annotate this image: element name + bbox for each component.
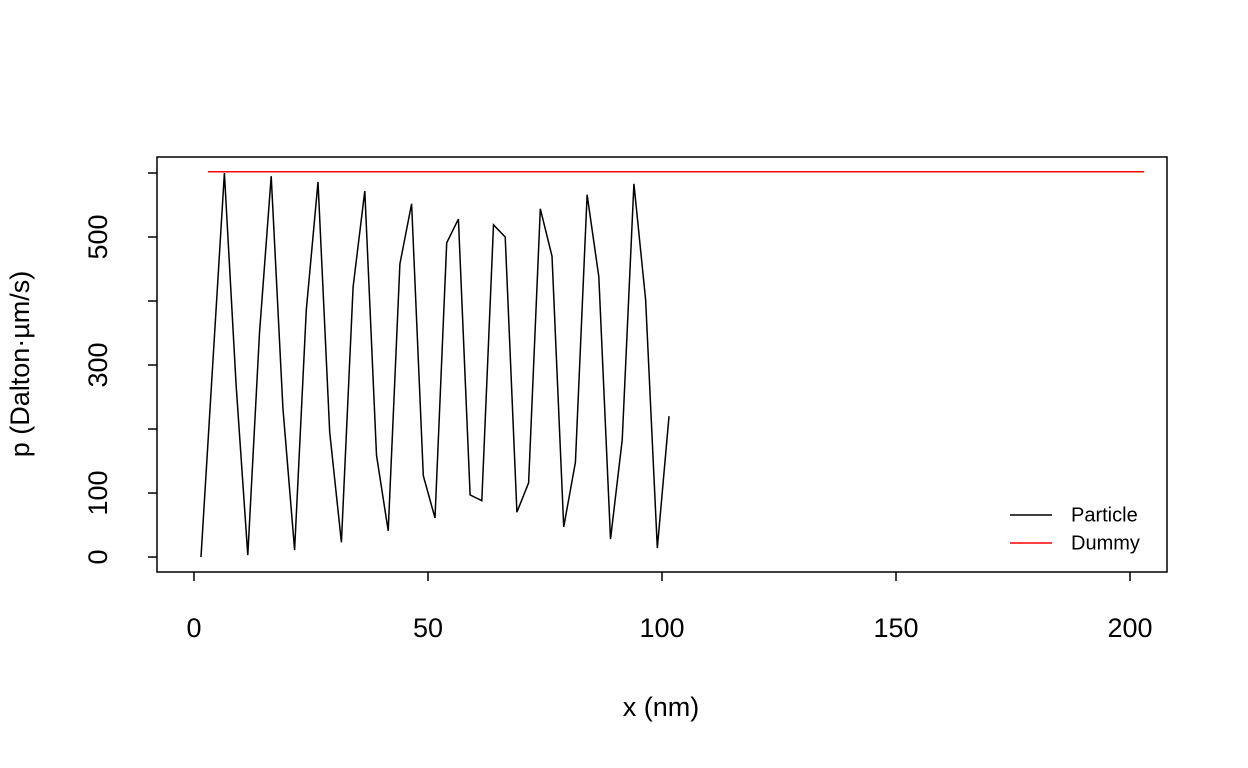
x-tick-label: 150	[873, 613, 918, 643]
line-series	[200, 172, 670, 558]
y-tick-label: 100	[83, 470, 113, 515]
plot-frame	[156, 156, 1168, 573]
y-axis-label: p (Dalton·µm/s)	[5, 271, 35, 458]
x-tick-label: 200	[1107, 613, 1152, 643]
y-tick-label: 300	[83, 342, 113, 387]
x-tick-label: 100	[639, 613, 684, 643]
y-tick-label: 500	[83, 214, 113, 259]
legend-label: Particle	[1071, 504, 1138, 526]
x-tick-label: 50	[413, 613, 443, 643]
y-tick-label: 0	[83, 550, 113, 565]
legend-label: Dummy	[1071, 532, 1140, 554]
x-axis-label: x (nm)	[623, 692, 700, 722]
x-tick-label: 0	[186, 613, 201, 643]
